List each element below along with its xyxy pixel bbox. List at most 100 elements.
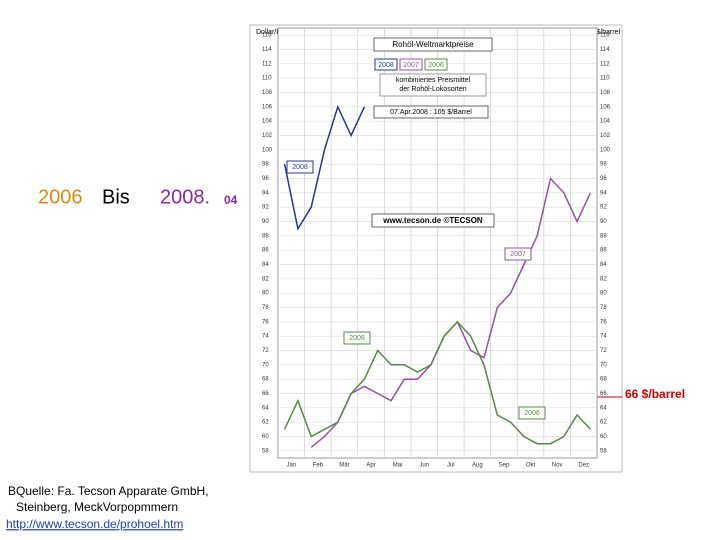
- x-tick-label: Jul: [447, 463, 455, 469]
- y-tick-label: 80: [262, 291, 269, 297]
- y-tick-label: 58: [262, 448, 269, 454]
- title-box: [373, 37, 493, 52]
- legend-label: 2006: [428, 62, 444, 69]
- y-tick-label-right: 110: [600, 76, 610, 82]
- y-tick-label-right: 70: [600, 362, 607, 368]
- y-tick-label: 116: [262, 33, 272, 39]
- series-label: 2006: [524, 410, 540, 417]
- credit: www.tecson.de ©TECSON: [382, 216, 483, 225]
- y-tick-label-right: 98: [600, 162, 607, 168]
- y-tick-label-right: 72: [600, 348, 607, 354]
- series-label-box: [286, 160, 314, 174]
- y-tick-label-right: 66: [600, 391, 607, 397]
- y-tick-label-right: 68: [600, 377, 607, 383]
- y-tick-label: 104: [262, 119, 273, 125]
- y-tick-label-right: 92: [600, 205, 607, 211]
- y-tick-label-right: 58: [600, 448, 607, 454]
- y-tick-label-right: 86: [600, 248, 607, 254]
- heading-end: 2008.: [160, 186, 210, 208]
- y-tick-label-right: 112: [600, 61, 610, 67]
- y-tick-label: 62: [262, 420, 269, 426]
- y-tick-label: 64: [262, 405, 269, 411]
- heading-start: 2006: [38, 186, 83, 208]
- series-label-box: [343, 331, 371, 345]
- series-line: [283, 104, 366, 231]
- y-tick-label-right: 80: [600, 291, 607, 297]
- y-tick-label-right: 76: [600, 319, 607, 325]
- subtitle: der Rohöl-Lokosorten: [399, 86, 466, 93]
- x-tick-label: Feb: [313, 463, 324, 469]
- subtitle-box: [379, 73, 487, 97]
- y-tick-label: 114: [262, 47, 272, 53]
- y-tick-label: 100: [262, 147, 273, 153]
- x-tick-label: Jun: [419, 463, 429, 469]
- y-tick-label: 84: [262, 262, 269, 268]
- y-tick-label: 86: [262, 248, 269, 254]
- x-tick-label: Okt: [526, 463, 536, 469]
- y-tick-label: 102: [262, 133, 273, 139]
- y-tick-label-right: 74: [600, 334, 607, 340]
- y-tick-label-right: 90: [600, 219, 607, 225]
- x-tick-label: Apr: [366, 463, 375, 469]
- series-label: 2006: [349, 335, 365, 342]
- source-line: BQuelle: Fa. Tecson Apparate GmbH,: [8, 484, 209, 498]
- y-tick-label: 78: [262, 305, 269, 311]
- heading-middle: Bis: [102, 186, 130, 208]
- y-tick-label: 92: [262, 205, 269, 211]
- y-tick-label: 66: [262, 391, 269, 397]
- y-tick-label: 70: [262, 362, 269, 368]
- x-tick-label: Aug: [472, 463, 483, 469]
- x-tick-label: Sep: [499, 463, 510, 469]
- heading-suffix: 04: [224, 193, 238, 207]
- x-tick-label: Mai: [393, 463, 403, 469]
- y-tick-label-right: 104: [600, 119, 611, 125]
- y-tick-label-right: 114: [600, 47, 610, 53]
- x-tick-label: Nov: [552, 463, 563, 469]
- legend-box: [374, 58, 398, 71]
- y-tick-label: 88: [262, 233, 269, 239]
- y-tick-label: 112: [262, 61, 272, 67]
- series-line: [283, 320, 591, 445]
- y-tick-label: 98: [262, 162, 269, 168]
- legend-label: 2007: [403, 62, 419, 69]
- credit-box: [371, 213, 495, 228]
- y-tick-label-right: 78: [600, 305, 607, 311]
- y-tick-label-right: 94: [600, 190, 607, 196]
- y-tick-label-right: 62: [600, 420, 607, 426]
- chart-title: Rohöl-Weltmarktpreise: [392, 40, 474, 49]
- y-label-right: US $/barrel: [585, 29, 621, 36]
- y-tick-label-right: 102: [600, 133, 611, 139]
- y-tick-label-right: 116: [600, 33, 610, 39]
- legend-label: 2008: [378, 62, 394, 69]
- price-note: 66 $/barrel: [625, 387, 685, 401]
- subtitle: kombiniertes Preismittel: [396, 77, 471, 84]
- y-tick-label: 76: [262, 319, 269, 325]
- y-tick-label-right: 108: [600, 90, 611, 96]
- y-tick-label: 72: [262, 348, 269, 354]
- y-tick-label-right: 100: [600, 147, 611, 153]
- x-tick-label: Dez: [578, 463, 589, 469]
- annotation: 07.Apr.2008 : 105 $/Barrel: [390, 109, 472, 116]
- source-link[interactable]: http://www.tecson.de/prohoel.htm: [6, 517, 183, 531]
- y-tick-label: 74: [262, 334, 269, 340]
- y-tick-label-right: 84: [600, 262, 607, 268]
- series-label: 2007: [510, 251, 526, 258]
- y-label-left: Dollar/Barrel: [256, 29, 295, 36]
- y-tick-label: 60: [262, 434, 269, 440]
- y-tick-label: 110: [262, 76, 272, 82]
- y-tick-label: 82: [262, 276, 269, 282]
- legend-box: [399, 58, 423, 71]
- y-tick-label-right: 88: [600, 233, 607, 239]
- annotation-box: [373, 105, 489, 119]
- series-label: 2008: [292, 164, 308, 171]
- source-line: Steinberg, MeckVorpopmmern: [16, 500, 178, 514]
- y-tick-label-right: 64: [600, 405, 607, 411]
- legend-box: [424, 58, 448, 71]
- y-tick-label: 94: [262, 190, 269, 196]
- y-tick-label: 68: [262, 377, 269, 383]
- y-tick-label-right: 106: [600, 104, 611, 110]
- y-tick-label-right: 82: [600, 276, 607, 282]
- x-tick-label: Jan: [286, 463, 296, 469]
- x-tick-label: Mär: [339, 463, 349, 469]
